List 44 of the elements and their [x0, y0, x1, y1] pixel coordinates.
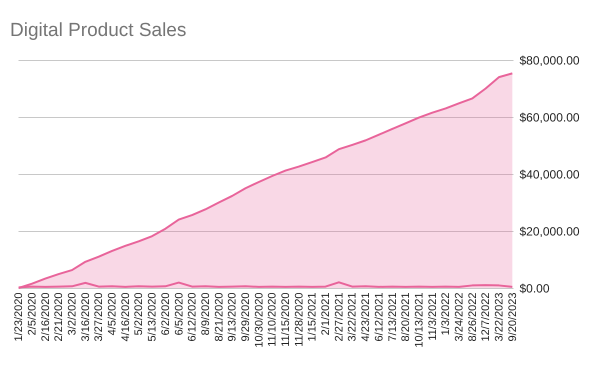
- x-tick-label: 3/24/2022: [453, 292, 466, 342]
- x-tick-label: 3/27/2020: [93, 292, 106, 342]
- x-tick-label: 5/2/2020: [133, 292, 146, 336]
- x-tick-label: 10/30/2020: [253, 292, 266, 348]
- x-tick-label: 1/15/2021: [306, 292, 319, 342]
- x-tick-label: 8/21/2020: [213, 292, 226, 342]
- x-tick-label: 3/2/2020: [66, 292, 79, 336]
- x-tick-label: 4/5/2020: [106, 292, 119, 336]
- x-tick-label: 6/12/2020: [186, 292, 199, 342]
- y-tick-label: $20,000.00: [520, 224, 580, 238]
- x-tick-label: 7/13/2021: [386, 292, 399, 342]
- x-tick-label: 8/9/2020: [200, 292, 212, 336]
- x-tick-label: 6/5/2020: [173, 292, 186, 336]
- x-tick-label: 3/22/2021: [346, 292, 359, 342]
- x-tick-label: 4/16/2020: [120, 292, 132, 342]
- x-tick-label: 11/28/2020: [293, 292, 306, 347]
- x-tick-label: 6/2/2020: [160, 292, 172, 336]
- x-tick-label: 9/13/2020: [226, 292, 239, 342]
- y-tick-label: $0.00: [520, 282, 550, 296]
- x-tick-label: 8/20/2021: [400, 292, 412, 342]
- x-tick-label: 10/13/2021: [413, 292, 426, 348]
- x-tick-label: 2/16/2020: [40, 292, 52, 342]
- x-tick-label: 4/23/2021: [360, 292, 372, 342]
- x-tick-label: 8/26/2022: [466, 292, 479, 342]
- y-tick-label: $60,000.00: [520, 110, 580, 124]
- x-tick-label: 2/5/2020: [26, 292, 39, 336]
- x-tick-label: 3/16/2020: [80, 292, 92, 342]
- x-tick-label: 11/3/2021: [426, 292, 439, 341]
- chart-title: Digital Product Sales: [10, 20, 186, 41]
- x-tick-label: 1/23/2020: [13, 292, 26, 342]
- x-tick-label: 3/22/2023: [493, 292, 506, 342]
- x-tick-label: 12/7/2022: [480, 292, 492, 342]
- x-tick-label: 2/1/2021: [320, 292, 332, 336]
- x-tick-label: 11/10/2020: [266, 292, 279, 347]
- y-tick-label: $40,000.00: [520, 168, 580, 182]
- x-tick-label: 2/27/2021: [333, 292, 346, 342]
- x-tick-label: 2/21/2020: [53, 292, 66, 342]
- x-tick-label: 6/12/2021: [373, 292, 386, 342]
- x-tick-label: 11/15/2020: [280, 292, 292, 347]
- x-tick-label: 1/3/2022: [440, 292, 452, 336]
- y-tick-label: $80,000.00: [520, 54, 580, 68]
- x-tick-label: 9/20/2023: [506, 292, 519, 342]
- x-tick-label: 5/13/2020: [146, 292, 159, 342]
- x-tick-label: 9/29/2020: [240, 292, 252, 342]
